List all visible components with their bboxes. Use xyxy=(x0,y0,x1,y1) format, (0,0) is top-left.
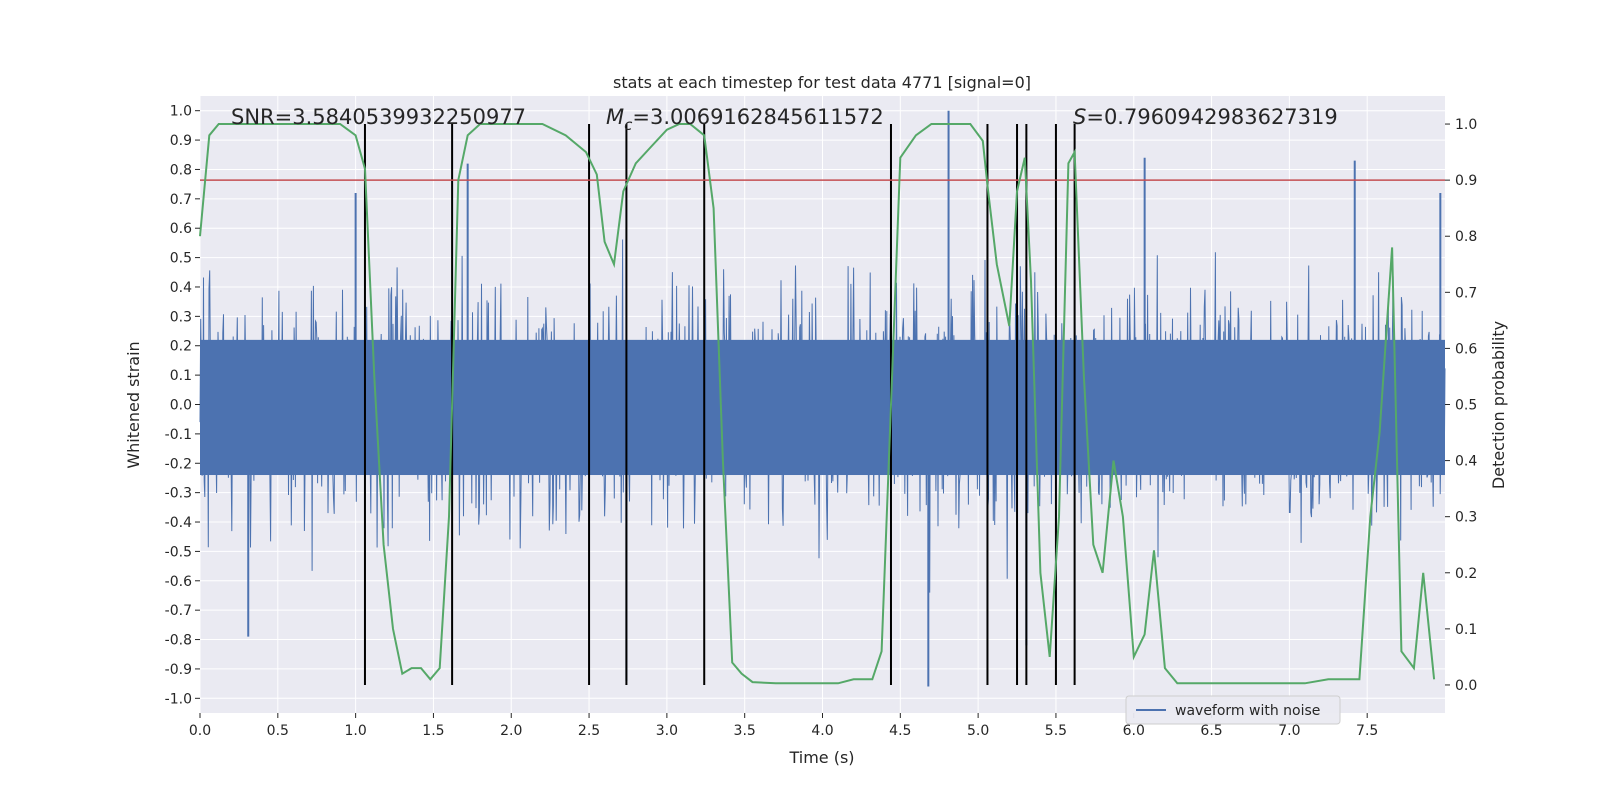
right-tick-label: 0.8 xyxy=(1455,229,1477,245)
right-tick-label: 0.6 xyxy=(1455,341,1477,357)
chirp-mass-value: =3.0069162845611572 xyxy=(632,105,883,129)
x-tick-label: 6.5 xyxy=(1200,723,1222,739)
x-tick-label: 7.0 xyxy=(1278,723,1300,739)
chirp-mass-annotation: Mc=3.0069162845611572 xyxy=(606,105,884,134)
x-axis-ticks: 0.0 0.5 1.0 1.5 2.0 2.5 3.0 3.5 4.0 4.5 5.0 5.5 6.0 6… xyxy=(189,713,1378,739)
s-symbol: S xyxy=(1073,105,1086,129)
x-tick-label: 4.0 xyxy=(811,723,833,739)
left-axis-label: Whitened strain xyxy=(124,341,143,468)
right-tick-label: 1.0 xyxy=(1455,117,1477,133)
waveform-series xyxy=(199,110,1446,687)
x-tick-label: 6.0 xyxy=(1123,723,1145,739)
left-tick-label: 0.3 xyxy=(170,309,192,325)
left-tick-label: -0.8 xyxy=(165,633,192,649)
chart-title: stats at each timestep for test data 477… xyxy=(613,73,1031,92)
left-tick-label: -0.5 xyxy=(165,544,192,560)
x-tick-label: 2.0 xyxy=(500,723,522,739)
waveform-dense-band xyxy=(200,339,1445,476)
x-tick-label: 3.0 xyxy=(656,723,678,739)
left-tick-label: -0.2 xyxy=(165,456,192,472)
x-tick-label: 1.5 xyxy=(422,723,444,739)
left-tick-label: 0.5 xyxy=(170,251,192,267)
x-tick-label: 5.5 xyxy=(1045,723,1067,739)
left-tick-label: 0.7 xyxy=(170,192,192,208)
x-tick-label: 1.0 xyxy=(344,723,366,739)
right-axis-ticks: 1.0 0.9 0.8 0.7 0.6 0.5 0.4 0.3 0.2 0.1 0.0 xyxy=(1445,117,1477,694)
left-tick-label: -0.7 xyxy=(165,603,192,619)
left-tick-label: 0.4 xyxy=(170,280,192,296)
left-tick-label: 0.0 xyxy=(170,398,192,414)
left-tick-label: 0.2 xyxy=(170,339,192,355)
s-annotation: S=0.7960942983627319 xyxy=(1073,105,1338,129)
x-tick-label: 3.5 xyxy=(734,723,756,739)
x-tick-label: 0.5 xyxy=(267,723,289,739)
right-tick-label: 0.5 xyxy=(1455,398,1477,414)
right-tick-label: 0.1 xyxy=(1455,622,1477,638)
x-tick-label: 7.5 xyxy=(1356,723,1378,739)
x-tick-label: 0.0 xyxy=(189,723,211,739)
right-tick-label: 0.7 xyxy=(1455,285,1477,301)
probability-line xyxy=(199,123,1436,685)
x-tick-label: 4.5 xyxy=(889,723,911,739)
left-tick-label: -0.6 xyxy=(165,574,192,590)
x-tick-label: 5.0 xyxy=(967,723,989,739)
x-tick-label: 2.5 xyxy=(578,723,600,739)
right-tick-label: 0.4 xyxy=(1455,454,1477,470)
left-tick-label: 0.1 xyxy=(170,368,192,384)
left-tick-label: 0.9 xyxy=(170,133,192,149)
snr-annotation: SNR=3.5840539932250977 xyxy=(231,105,526,129)
left-tick-label: -0.4 xyxy=(165,515,192,531)
left-tick-label: -0.1 xyxy=(165,427,192,443)
right-tick-label: 0.0 xyxy=(1455,678,1477,694)
left-axis-ticks: 1.0 0.9 0.8 0.7 0.6 0.5 0.4 0.3 0.2 0.1 0.0 -0.1 -0.… xyxy=(165,104,200,707)
left-tick-label: 0.6 xyxy=(170,221,192,237)
chirp-mass-symbol: M xyxy=(606,105,624,129)
s-value: =0.7960942983627319 xyxy=(1086,105,1337,129)
x-axis-label: Time (s) xyxy=(788,748,854,767)
left-tick-label: 1.0 xyxy=(170,104,192,120)
chirp-mass-subscript: c xyxy=(624,116,633,134)
right-tick-label: 0.3 xyxy=(1455,510,1477,526)
legend-box xyxy=(1125,695,1341,725)
left-tick-label: -1.0 xyxy=(165,691,192,707)
right-tick-label: 0.2 xyxy=(1455,566,1477,582)
legend-label-waveform: waveform with noise xyxy=(1175,703,1320,719)
left-tick-label: -0.3 xyxy=(165,486,192,502)
left-tick-label: 0.8 xyxy=(170,162,192,178)
right-tick-label: 0.9 xyxy=(1455,173,1477,189)
left-tick-label: -0.9 xyxy=(165,662,192,678)
right-axis-label: Detection probability xyxy=(1489,321,1508,489)
probability-series xyxy=(199,123,1436,685)
legend: waveform with noise xyxy=(1125,695,1341,725)
